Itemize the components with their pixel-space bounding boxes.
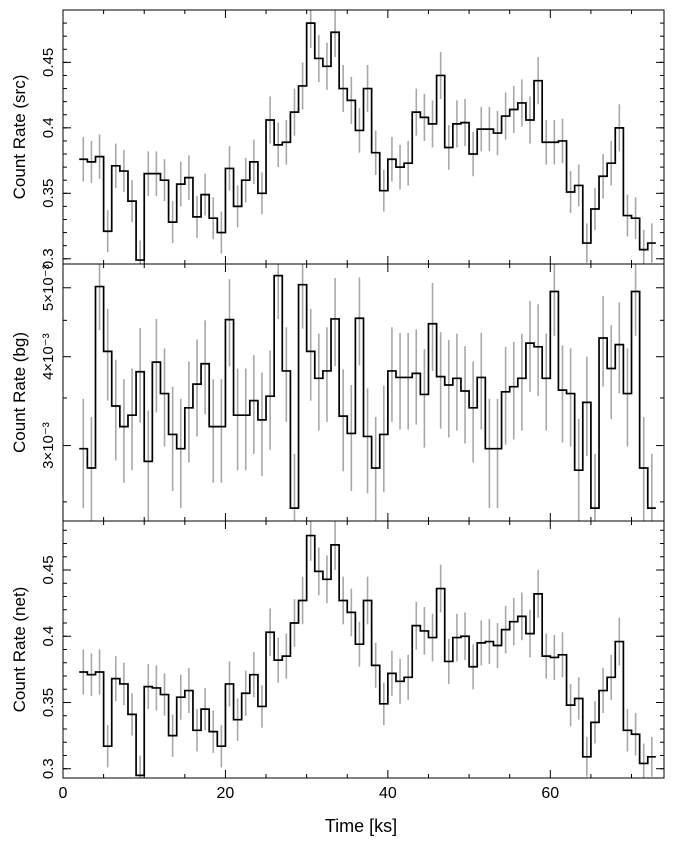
panel-frame	[62, 9, 665, 265]
y-tick-label: 0.35	[40, 179, 57, 208]
x-tick-label: 60	[541, 785, 559, 802]
y-tick-label: 5×10⁻³	[40, 264, 57, 311]
x-tick-label: 0	[59, 785, 68, 802]
x-tick-label: 20	[217, 785, 235, 802]
step-line	[79, 534, 656, 777]
y-tick-label: 0.4	[40, 117, 57, 138]
y-tick-label: 0.35	[40, 688, 57, 717]
error-bars	[82, 264, 653, 521]
x-tick-label: 40	[379, 785, 397, 802]
y-tick-label: 3×10⁻³	[40, 422, 57, 469]
y-axis-label: Count Rate (src)	[10, 75, 29, 200]
y-axis-label: Count Rate (bg)	[10, 332, 29, 453]
panel-frame	[62, 520, 665, 779]
step-line	[79, 274, 656, 509]
error-bars	[82, 521, 653, 778]
panel-1: 0.3 0.35 0.4 0.45 Count Rate (src)	[10, 9, 665, 269]
y-axis-label: Count Rate (net)	[10, 587, 29, 713]
y-tick-label: 0.3	[40, 248, 57, 269]
panel-3: 0.3 0.35 0.4 0.45 Count Rate (net) 0 20 40 60	[10, 520, 665, 802]
y-tick-label: 4×10⁻³	[40, 333, 57, 380]
y-tick-label: 0.3	[40, 758, 57, 779]
y-tick-label: 0.4	[40, 626, 57, 647]
y-tick-label: 0.45	[40, 555, 57, 584]
step-line	[79, 22, 656, 261]
panel-2: 3×10⁻³ 4×10⁻³ 5×10⁻³ Count Rate (bg)	[10, 263, 665, 522]
x-axis-label: Time [ks]	[325, 816, 397, 836]
error-bars	[82, 10, 653, 264]
y-tick-label: 0.45	[40, 48, 57, 77]
